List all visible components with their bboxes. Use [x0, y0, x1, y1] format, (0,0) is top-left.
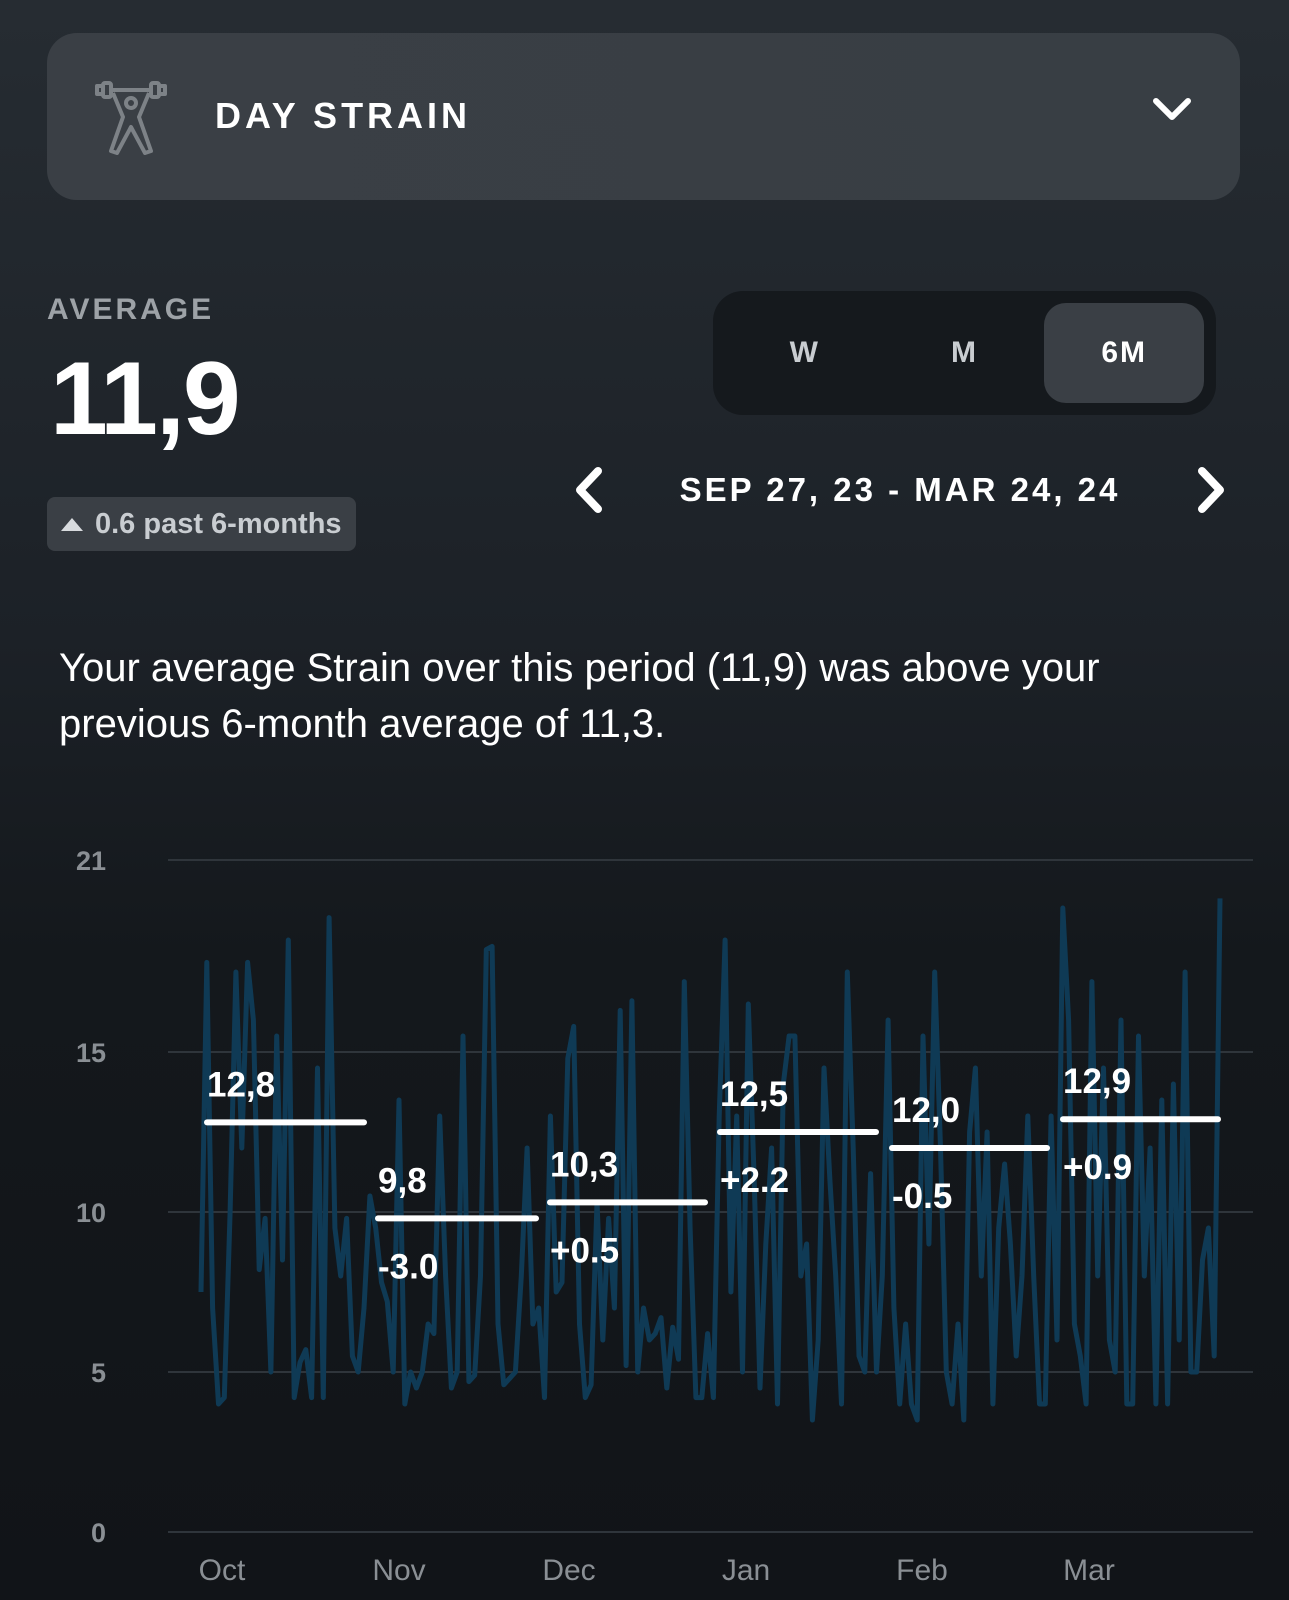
chevron-left-icon[interactable]: [570, 465, 610, 515]
y-tick-label: 10: [76, 1198, 106, 1228]
y-tick-label: 0: [91, 1518, 106, 1548]
metric-title: DAY STRAIN: [215, 95, 472, 136]
monthly-delta-label: -0.5: [892, 1177, 952, 1216]
weightlifter-icon: [95, 81, 167, 155]
monthly-delta-label: -3.0: [378, 1247, 438, 1286]
change-text: 0.6 past 6-months: [95, 507, 342, 540]
monthly-average-label: 9,8: [378, 1161, 427, 1200]
average-value: 11,9: [50, 341, 241, 457]
strain-chart: 0 5 10 15 21 12,8 Oct 9,8 -3.0 Nov 10,3 +0.5 Dec 12,5…: [76, 846, 1253, 1587]
date-range: SEP 27, 23 - MAR 24, 24: [679, 471, 1121, 508]
average-label: AVERAGE: [47, 293, 215, 326]
x-tick-label: Oct: [199, 1554, 246, 1587]
daily-strain-line: [198, 898, 1223, 1423]
monthly-average-label: 12,8: [207, 1065, 275, 1104]
y-tick-label: 21: [76, 846, 106, 876]
chevron-right-icon[interactable]: [1190, 465, 1230, 515]
chevron-down-icon[interactable]: [1152, 95, 1192, 125]
tab-6-months[interactable]: 6M: [1044, 303, 1205, 403]
metric-selector[interactable]: DAY STRAIN: [47, 33, 1240, 200]
monthly-delta-label: +0.9: [1063, 1148, 1132, 1187]
monthly-delta-label: +2.2: [720, 1161, 789, 1200]
monthly-average-label: 12,0: [892, 1091, 960, 1130]
x-tick-label: Jan: [722, 1554, 770, 1587]
x-tick-label: Mar: [1063, 1554, 1115, 1587]
date-navigator: SEP 27, 23 - MAR 24, 24: [570, 462, 1230, 518]
monthly-delta-label: +0.5: [550, 1231, 619, 1270]
range-toggle: W M 6M: [713, 291, 1216, 415]
tab-week[interactable]: W: [789, 336, 820, 369]
monthly-average-label: 12,5: [720, 1075, 788, 1114]
tab-month[interactable]: M: [951, 336, 978, 369]
monthly-average-label: 10,3: [550, 1145, 618, 1184]
y-tick-label: 5: [91, 1358, 106, 1388]
x-tick-label: Dec: [542, 1554, 595, 1587]
monthly-average-label: 12,9: [1063, 1062, 1131, 1101]
x-tick-label: Feb: [896, 1554, 948, 1587]
change-badge: 0.6 past 6-months: [47, 497, 356, 551]
period-summary: Your average Strain over this period (11…: [59, 646, 1100, 746]
triangle-up-icon: [61, 517, 83, 531]
y-tick-label: 15: [76, 1038, 106, 1068]
x-tick-label: Nov: [372, 1554, 425, 1587]
